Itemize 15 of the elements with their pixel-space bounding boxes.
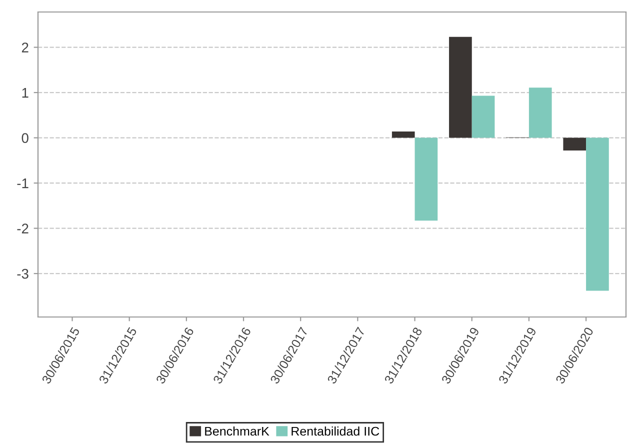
y-tick-label: 1 [22, 88, 28, 98]
bar [392, 131, 415, 138]
y-tick-label: 2 [22, 42, 28, 52]
bar [472, 96, 495, 138]
bar [586, 138, 609, 291]
bar [528, 88, 552, 138]
y-tick-label: 0 [22, 133, 28, 143]
legend-label: BenchmarK [205, 426, 270, 436]
y-tick-label: -2 [17, 224, 28, 234]
legend-label: Rentabilidad IIC [292, 426, 380, 436]
y-tick-label: -1 [17, 178, 28, 188]
bar [449, 36, 472, 138]
y-tick-label: -3 [17, 268, 28, 279]
bar [563, 138, 586, 150]
bar [414, 138, 438, 221]
